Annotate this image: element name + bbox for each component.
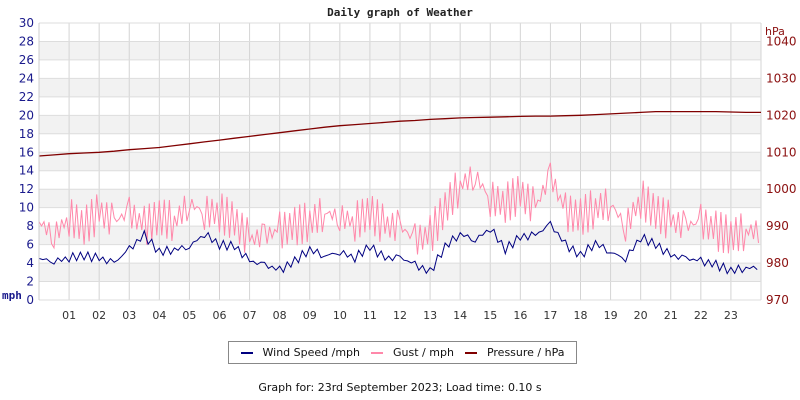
svg-text:21: 21 (664, 309, 678, 322)
graph-footer: Graph for: 23rd September 2023; Load tim… (258, 381, 542, 394)
svg-text:15: 15 (483, 309, 497, 322)
svg-text:20: 20 (634, 309, 648, 322)
legend-label: Gust / mph (393, 346, 454, 359)
svg-text:13: 13 (423, 309, 437, 322)
svg-text:16: 16 (19, 145, 34, 159)
horizontal-gridlines (39, 22, 761, 301)
svg-text:18: 18 (574, 309, 588, 322)
svg-text:1000: 1000 (766, 182, 797, 196)
data-series (38, 110, 761, 275)
svg-text:11: 11 (363, 309, 377, 322)
gust-mphline (38, 162, 759, 255)
svg-text:1020: 1020 (766, 108, 797, 122)
legend-item-wind-speed[interactable]: Wind Speed /mph (240, 346, 361, 359)
svg-text:12: 12 (19, 182, 34, 196)
svg-text:30: 30 (19, 16, 34, 30)
svg-text:8: 8 (26, 219, 34, 233)
svg-text:26: 26 (19, 53, 34, 67)
pressure-swatch (464, 351, 477, 354)
svg-text:19: 19 (604, 309, 618, 322)
svg-text:10: 10 (19, 201, 34, 215)
svg-text:2: 2 (26, 275, 34, 289)
pressure-hpaline (38, 110, 761, 157)
svg-text:6: 6 (26, 238, 34, 252)
svg-text:14: 14 (19, 164, 34, 178)
svg-text:1010: 1010 (766, 145, 797, 159)
svg-text:08: 08 (273, 309, 287, 322)
svg-text:990: 990 (766, 219, 789, 233)
vertical-gridlines (68, 23, 762, 300)
svg-text:04: 04 (152, 309, 166, 322)
gust-swatch (371, 351, 384, 354)
chart-title: Daily graph of Weather (327, 6, 473, 19)
svg-text:03: 03 (122, 309, 136, 322)
legend-item-gust[interactable]: Gust / mph (371, 346, 454, 359)
svg-text:10: 10 (333, 309, 347, 322)
svg-text:05: 05 (182, 309, 196, 322)
svg-text:01: 01 (62, 309, 76, 322)
svg-text:07: 07 (243, 309, 257, 322)
x-axis-ticks: 01 02 03 04 05 06 07 08 09 10 11 12 13 14 15 16 17 18 19 20… (62, 309, 738, 322)
wind-speed-swatch (240, 351, 253, 354)
right-axis-ticks: 970 980 990 1000 1010 1020 1030 1040 (766, 34, 797, 307)
svg-text:1040: 1040 (766, 34, 797, 48)
svg-text:1030: 1030 (766, 71, 797, 85)
svg-text:23: 23 (724, 309, 738, 322)
svg-text:22: 22 (19, 90, 34, 104)
svg-text:4: 4 (26, 256, 34, 270)
svg-text:22: 22 (694, 309, 708, 322)
svg-text:980: 980 (766, 256, 789, 270)
svg-text:970: 970 (766, 293, 789, 307)
svg-text:16: 16 (513, 309, 527, 322)
svg-text:18: 18 (19, 127, 34, 141)
svg-text:17: 17 (543, 309, 557, 322)
svg-text:20: 20 (19, 108, 34, 122)
svg-text:09: 09 (303, 309, 317, 322)
svg-text:06: 06 (213, 309, 227, 322)
legend-label: Wind Speed /mph (262, 346, 361, 359)
right-axis-unit: hPa (765, 25, 785, 38)
svg-text:14: 14 (453, 309, 467, 322)
svg-text:24: 24 (19, 71, 34, 85)
legend-item-pressure[interactable]: Pressure / hPa (464, 346, 565, 359)
svg-text:02: 02 (92, 309, 106, 322)
legend: Wind Speed /mph Gust / mph Pressure / hP… (228, 341, 577, 364)
left-axis-unit: mph (2, 289, 22, 302)
svg-text:28: 28 (19, 34, 34, 48)
legend-label: Pressure / hPa (486, 346, 565, 359)
svg-text:0: 0 (26, 293, 34, 307)
svg-text:12: 12 (393, 309, 407, 322)
wind-speed-mphline (38, 220, 758, 275)
